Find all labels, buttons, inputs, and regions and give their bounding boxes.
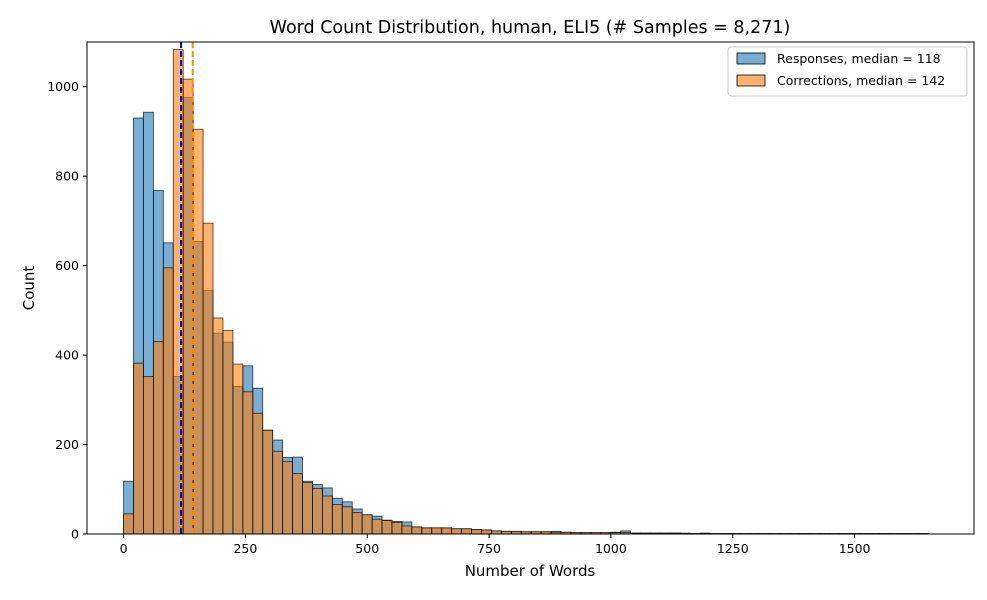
bar-corrections [312,488,322,534]
y-axis-label: Count [20,266,38,311]
chart-title: Word Count Distribution, human, ELI5 (# … [270,18,791,38]
legend: Responses, median = 118 Corrections, med… [728,47,967,96]
y-tick-label: 200 [55,437,79,452]
bar-corrections [412,527,422,534]
bar-corrections [452,529,462,534]
y-tick-label: 800 [55,169,79,184]
bar-corrections [402,526,412,534]
bar-corrections [253,413,263,534]
bar-corrections [163,268,173,534]
bar-corrections [432,528,442,534]
bar-corrections [223,330,233,534]
bar-corrections [233,364,243,534]
bars-layer [124,50,929,534]
bar-corrections [382,521,392,534]
bar-corrections [283,462,293,534]
bar-corrections [332,504,342,534]
y-axis-ticks: 0 200 400 600 800 1000 [47,79,87,541]
bar-corrections [422,528,432,534]
bar-corrections [203,223,213,534]
x-axis-ticks: 0 250 500 750 1000 1250 1500 [120,534,871,556]
y-tick-label: 0 [71,527,79,542]
x-tick-label: 500 [355,541,379,556]
legend-swatch-responses [737,53,765,64]
bar-corrections [183,79,193,534]
y-tick-label: 1000 [47,79,79,94]
bar-corrections [143,377,153,534]
bar-corrections [481,530,491,534]
x-tick-label: 1500 [839,541,871,556]
x-tick-label: 1000 [595,541,627,556]
bar-corrections [124,514,134,534]
y-tick-label: 600 [55,258,79,273]
legend-label-corrections: Corrections, median = 142 [777,73,945,88]
bar-corrections [322,496,332,534]
bar-corrections [472,530,482,534]
bar-corrections [442,528,452,534]
bar-corrections [193,129,203,534]
bar-corrections [342,507,352,534]
x-axis-label: Number of Words [465,562,596,580]
bar-corrections [352,513,362,534]
bar-corrections [243,392,253,534]
x-tick-label: 750 [477,541,501,556]
bar-corrections [213,318,223,534]
bar-corrections [372,519,382,534]
bar-corrections [263,430,273,534]
bar-corrections [362,515,372,534]
bar-corrections [153,342,163,534]
legend-swatch-corrections [737,75,765,86]
bar-corrections [133,363,143,534]
y-tick-label: 400 [55,348,79,363]
bar-corrections [293,474,303,534]
bar-corrections [303,483,313,534]
bar-corrections [462,529,472,534]
legend-label-responses: Responses, median = 118 [777,51,941,66]
bar-corrections [392,522,402,534]
x-tick-label: 250 [233,541,257,556]
bar-corrections [273,451,283,534]
x-tick-label: 1250 [717,541,749,556]
x-tick-label: 0 [120,541,128,556]
